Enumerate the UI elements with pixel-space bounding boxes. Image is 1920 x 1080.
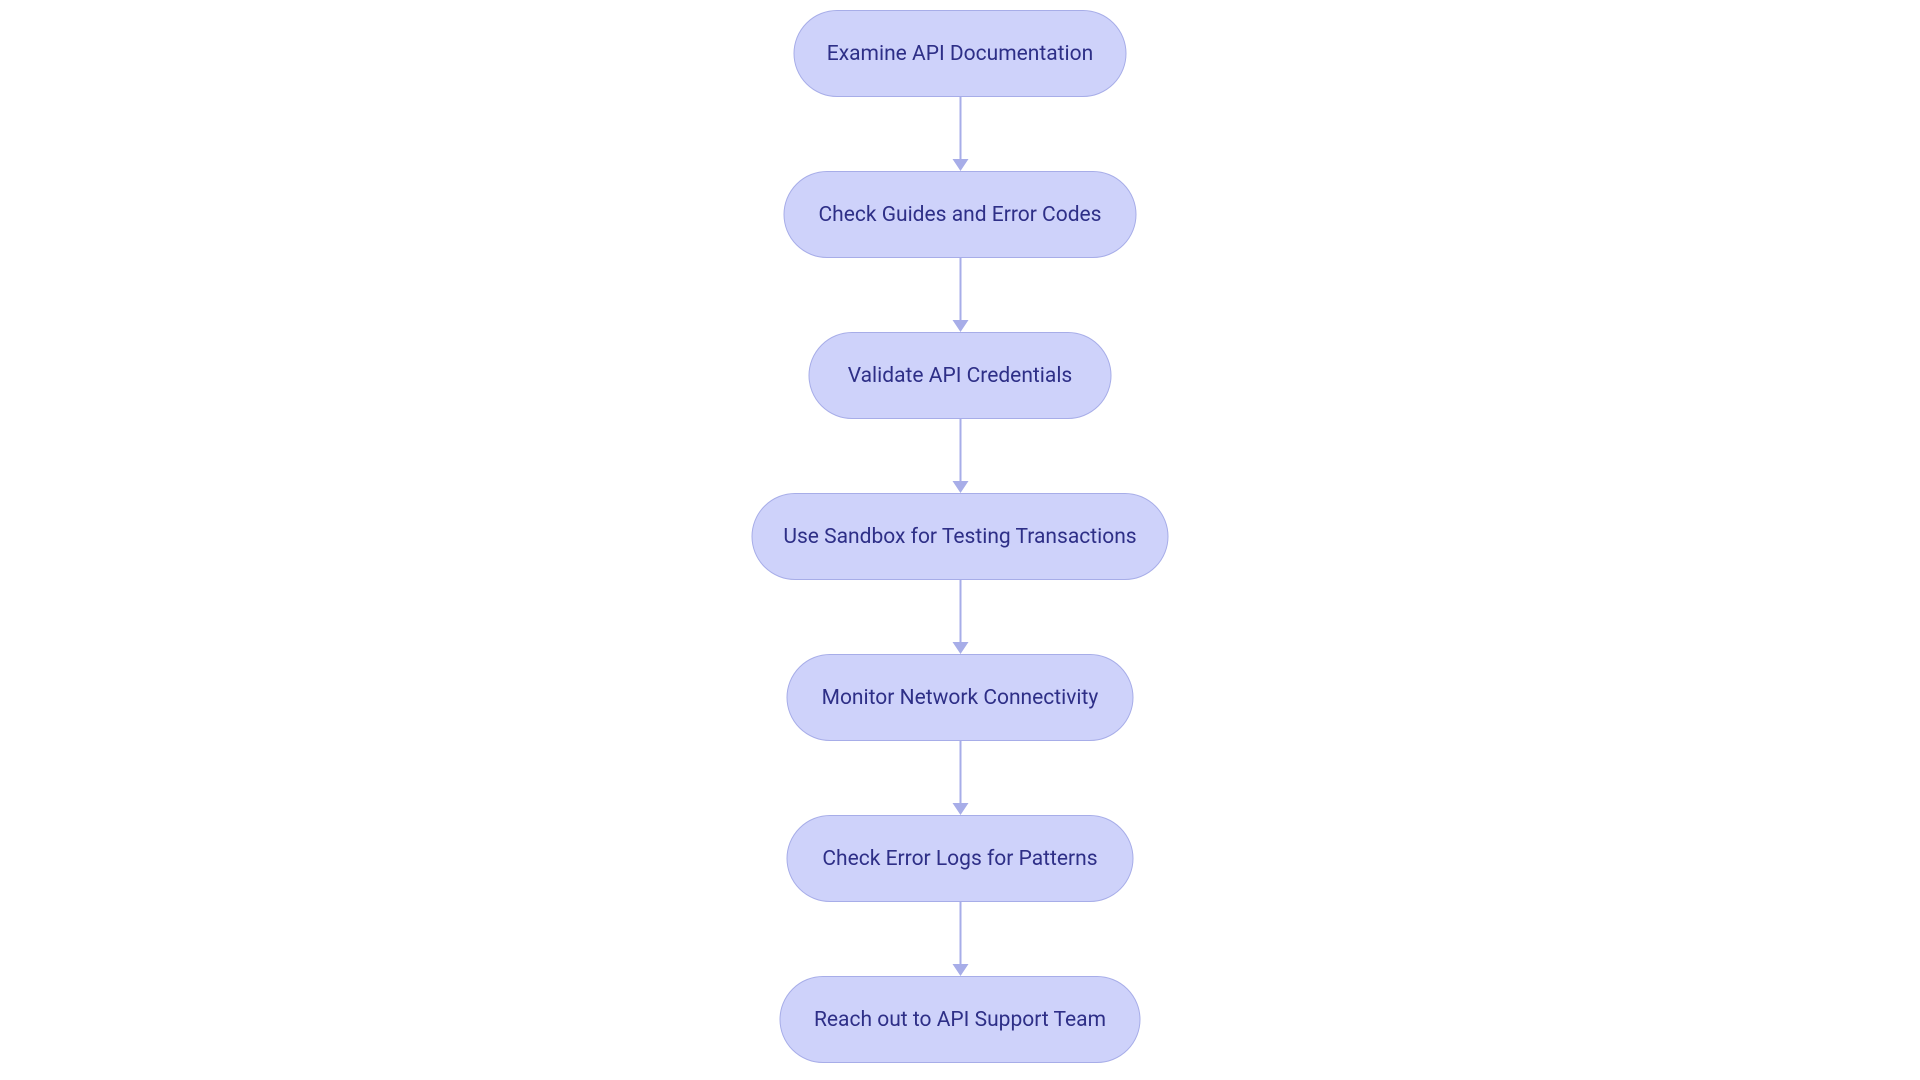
arrow-line <box>959 580 961 642</box>
flowchart-node-n2: Check Guides and Error Codes <box>784 171 1137 258</box>
arrow-head-icon <box>952 320 968 332</box>
flowchart-node-label: Validate API Credentials <box>848 364 1073 388</box>
arrow-line <box>959 902 961 964</box>
arrow-head-icon <box>952 642 968 654</box>
arrow-head-icon <box>952 159 968 171</box>
flowchart-node-n1: Examine API Documentation <box>794 10 1127 97</box>
flowchart-node-label: Check Error Logs for Patterns <box>822 847 1097 871</box>
flowchart-node-n7: Reach out to API Support Team <box>780 976 1141 1063</box>
arrow-head-icon <box>952 481 968 493</box>
flowchart-arrow <box>952 741 968 815</box>
arrow-head-icon <box>952 803 968 815</box>
flowchart-node-n6: Check Error Logs for Patterns <box>787 815 1134 902</box>
flowchart-node-label: Reach out to API Support Team <box>814 1008 1106 1032</box>
flowchart-container: Examine API Documentation Check Guides an… <box>752 10 1169 1063</box>
flowchart-node-label: Monitor Network Connectivity <box>822 686 1099 710</box>
flowchart-node-n5: Monitor Network Connectivity <box>787 654 1134 741</box>
arrow-line <box>959 97 961 159</box>
flowchart-arrow <box>952 580 968 654</box>
arrow-head-icon <box>952 964 968 976</box>
arrow-line <box>959 419 961 481</box>
flowchart-arrow <box>952 97 968 171</box>
flowchart-node-n3: Validate API Credentials <box>809 332 1112 419</box>
arrow-line <box>959 258 961 320</box>
arrow-line <box>959 741 961 803</box>
flowchart-arrow <box>952 902 968 976</box>
flowchart-node-label: Use Sandbox for Testing Transactions <box>783 525 1136 549</box>
flowchart-node-label: Check Guides and Error Codes <box>818 203 1101 227</box>
flowchart-arrow <box>952 419 968 493</box>
flowchart-node-label: Examine API Documentation <box>827 42 1093 66</box>
flowchart-node-n4: Use Sandbox for Testing Transactions <box>752 493 1169 580</box>
flowchart-arrow <box>952 258 968 332</box>
